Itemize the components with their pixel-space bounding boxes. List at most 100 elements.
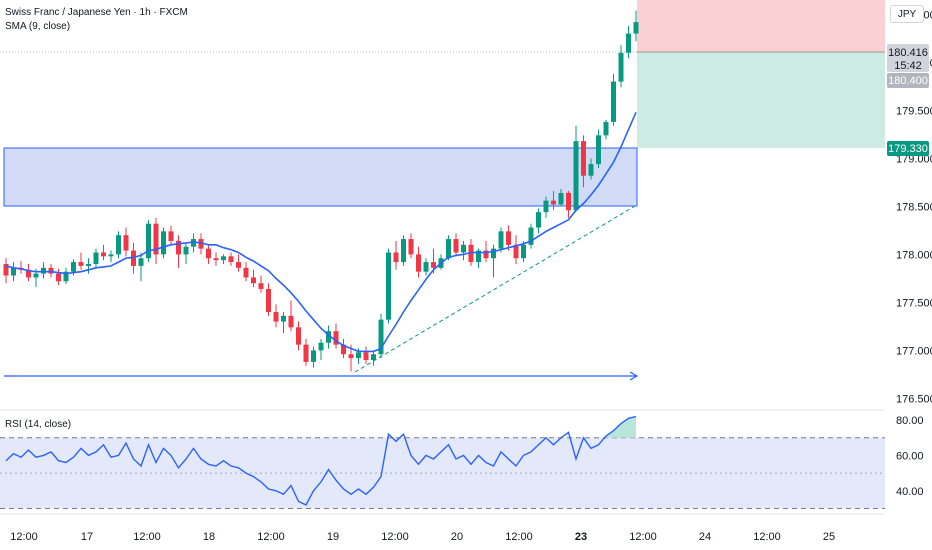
candle[interactable]	[161, 231, 166, 255]
sma-line[interactable]	[5, 111, 637, 353]
candle[interactable]	[123, 235, 129, 251]
candle[interactable]	[603, 121, 609, 136]
candle[interactable]	[528, 227, 534, 245]
candle[interactable]	[626, 33, 631, 53]
candle[interactable]	[326, 331, 331, 343]
candle[interactable]	[3, 264, 9, 276]
candle[interactable]	[461, 244, 466, 253]
candle[interactable]	[236, 262, 241, 268]
rsi-legend[interactable]: RSI (14, close)	[5, 419, 71, 430]
candle[interactable]	[228, 256, 234, 263]
candle[interactable]	[498, 231, 504, 249]
candle[interactable]	[221, 256, 226, 261]
candle[interactable]	[521, 244, 526, 259]
candle[interactable]	[251, 277, 256, 284]
candle[interactable]	[581, 141, 586, 176]
candle[interactable]	[71, 262, 76, 272]
candle[interactable]	[596, 135, 601, 165]
candle[interactable]	[131, 250, 136, 266]
candle[interactable]	[476, 250, 481, 263]
candle[interactable]	[588, 164, 594, 176]
candle[interactable]	[101, 252, 106, 257]
candle[interactable]	[513, 244, 519, 259]
currency-button[interactable]: JPY	[890, 5, 924, 23]
candle[interactable]	[296, 327, 301, 345]
candle[interactable]	[416, 254, 421, 272]
candle[interactable]	[11, 267, 16, 276]
candle[interactable]	[206, 248, 211, 259]
rsi-tick-label: 80.00	[896, 415, 924, 427]
candle[interactable]	[33, 273, 39, 278]
candle[interactable]	[303, 344, 309, 362]
candle[interactable]	[318, 342, 324, 351]
candle[interactable]	[191, 239, 196, 247]
candle[interactable]	[153, 223, 159, 255]
candle[interactable]	[371, 354, 376, 360]
candle[interactable]	[273, 312, 279, 322]
candle[interactable]	[311, 350, 316, 362]
candle[interactable]	[468, 244, 474, 263]
candle[interactable]	[611, 81, 616, 122]
candle[interactable]	[176, 240, 181, 255]
candle[interactable]	[551, 200, 556, 205]
candle[interactable]	[558, 192, 564, 205]
candle[interactable]	[633, 22, 639, 34]
candle[interactable]	[566, 192, 571, 211]
candle[interactable]	[506, 231, 511, 245]
symbol-title[interactable]: Swiss Franc / Japanese Yen · 1h · FXCM	[5, 7, 188, 18]
candle[interactable]	[446, 239, 451, 259]
candle[interactable]	[386, 252, 391, 320]
candle[interactable]	[243, 267, 249, 278]
candle[interactable]	[431, 262, 436, 268]
candle[interactable]	[168, 231, 174, 241]
candle[interactable]	[26, 269, 31, 278]
candle[interactable]	[56, 273, 61, 282]
candle[interactable]	[618, 52, 624, 82]
candle[interactable]	[281, 315, 286, 322]
candle[interactable]	[258, 283, 264, 289]
candle[interactable]	[48, 267, 54, 274]
candle[interactable]	[423, 262, 429, 272]
candle[interactable]	[341, 344, 346, 355]
candle[interactable]	[116, 235, 121, 255]
candle[interactable]	[363, 352, 369, 360]
candle[interactable]	[393, 252, 399, 263]
zone-rectangle[interactable]	[3, 147, 638, 207]
candle[interactable]	[288, 315, 294, 328]
price-tick-label: 179.000	[896, 153, 932, 165]
candle[interactable]	[146, 223, 151, 259]
rsi-line[interactable]	[5, 415, 637, 506]
candle[interactable]	[41, 267, 46, 274]
candle[interactable]	[543, 200, 549, 213]
target-zone[interactable]	[637, 52, 885, 148]
time-tick-label: 12:00	[753, 531, 781, 543]
time-tick-label: 12:00	[381, 531, 409, 543]
candle[interactable]	[453, 239, 459, 253]
candle[interactable]	[378, 319, 384, 355]
candle[interactable]	[183, 246, 189, 255]
trend-line[interactable]	[354, 205, 636, 373]
candle[interactable]	[266, 288, 271, 312]
candle[interactable]	[198, 239, 204, 249]
candle[interactable]	[408, 239, 414, 255]
candle[interactable]	[86, 264, 91, 266]
candle[interactable]	[483, 250, 489, 259]
candle[interactable]	[63, 271, 69, 282]
candle[interactable]	[356, 352, 361, 359]
candle[interactable]	[573, 141, 579, 211]
candle[interactable]	[491, 248, 496, 259]
candle[interactable]	[93, 252, 99, 264]
sma-legend[interactable]: SMA (9, close)	[5, 21, 70, 32]
candle[interactable]	[138, 258, 144, 266]
candle[interactable]	[108, 254, 114, 257]
candle[interactable]	[333, 331, 339, 345]
candle[interactable]	[401, 239, 406, 263]
candle[interactable]	[536, 212, 541, 228]
candle[interactable]	[213, 258, 219, 261]
price-axis-bg[interactable]	[885, 0, 932, 550]
stop-zone[interactable]	[637, 0, 885, 52]
entry-price-tag: 180.400	[888, 75, 928, 87]
candle[interactable]	[348, 354, 354, 359]
time-tick-label: 19	[327, 531, 339, 543]
candle[interactable]	[78, 262, 84, 266]
